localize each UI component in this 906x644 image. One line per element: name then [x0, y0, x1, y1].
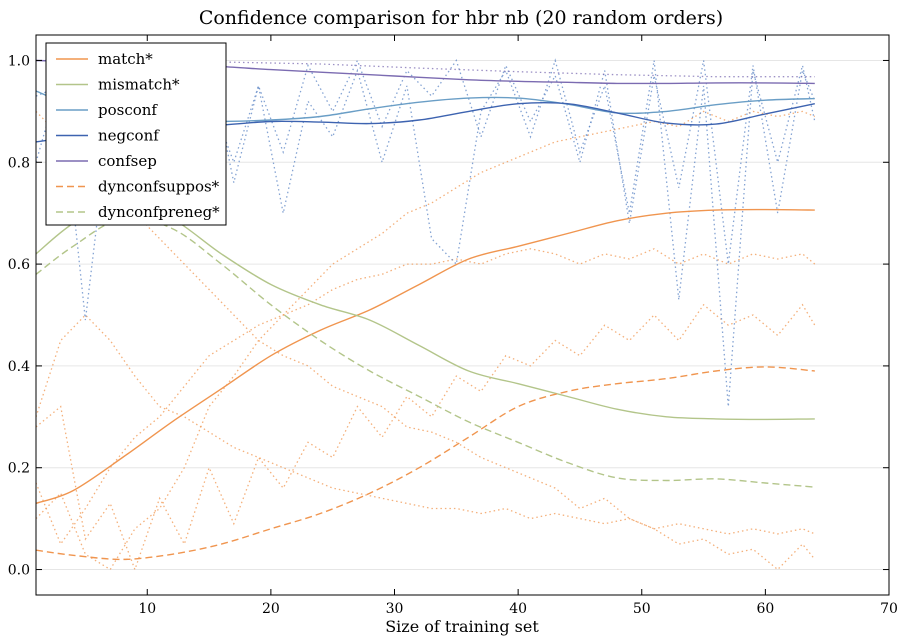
x-tick-label: 10	[138, 601, 156, 617]
y-axis: 0.0 0.2 0.4 0.6 0.8 1.0	[8, 53, 889, 579]
legend-label: confsep	[98, 152, 157, 170]
x-tick-label: 40	[509, 601, 527, 617]
x-tick-label: 50	[633, 601, 651, 617]
background-run-line	[36, 314, 816, 535]
legend-label: posconf	[98, 101, 158, 119]
x-tick-label: 60	[756, 601, 774, 617]
legend-label: match*	[98, 50, 153, 68]
series-line-dynconfpreneg	[36, 216, 815, 488]
y-tick-label: 0.4	[8, 359, 30, 375]
x-tick-label: 30	[386, 601, 404, 617]
x-tick-label: 20	[262, 601, 280, 617]
background-run-line	[36, 303, 816, 572]
legend-box	[45, 42, 227, 226]
series-line-match	[36, 208, 815, 505]
legend-label: mismatch*	[98, 76, 180, 94]
y-tick-label: 0.2	[8, 461, 30, 477]
legend-label: negconf	[98, 127, 160, 145]
chart-title: Confidence comparison for hbr nb (20 ran…	[199, 7, 723, 29]
x-axis: 10 20 30 40 50 60 70	[138, 35, 898, 617]
y-tick-label: 0.6	[8, 257, 30, 273]
legend: match* mismatch* posconf negconf confsep dync…	[45, 42, 227, 226]
background-run-line	[36, 110, 816, 571]
y-tick-label: 0.8	[8, 155, 30, 171]
background-run-line	[36, 248, 816, 546]
x-axis-label: Size of training set	[385, 617, 539, 636]
background-run-line	[36, 110, 816, 571]
series-line-dynconfsuppos	[36, 366, 815, 561]
x-tick-label: 70	[880, 601, 898, 617]
y-tick-label: 0.0	[8, 563, 30, 579]
background-run-line	[36, 59, 815, 78]
legend-label: dynconfpreneg*	[98, 203, 220, 221]
plot-frame	[35, 34, 890, 596]
legend-label: dynconfsuppos*	[98, 178, 220, 196]
y-tick-label: 1.0	[8, 53, 30, 69]
